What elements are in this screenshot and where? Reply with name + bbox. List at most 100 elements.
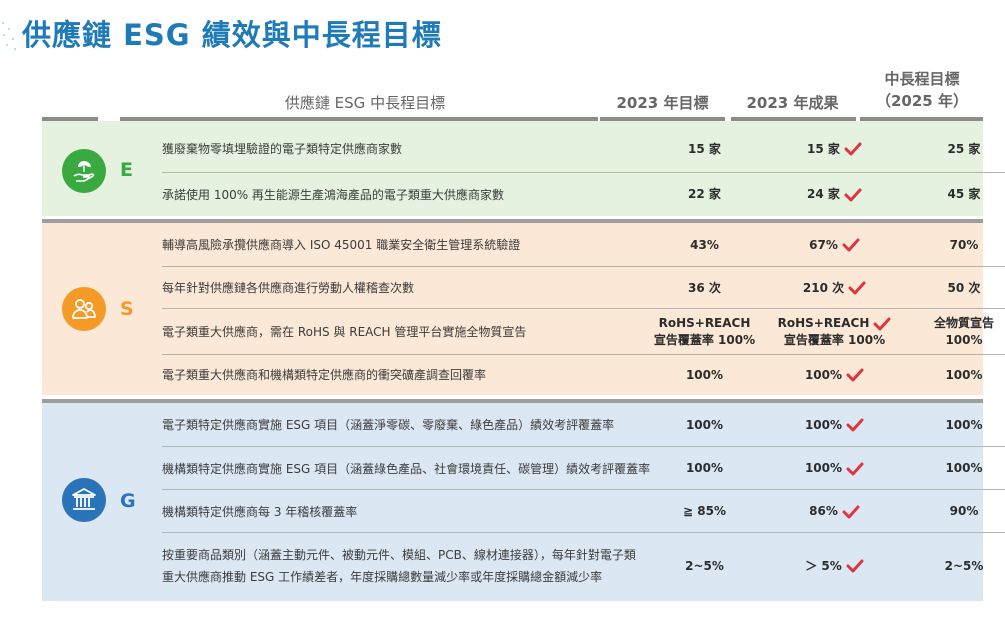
result-2023-text: 210 次	[802, 280, 845, 295]
target-2023-value: 100%	[685, 367, 724, 382]
table-row: 按重要商品類別（涵蓋主動元件、被動元件、模組、PCB、線材連接器），每年針對電子…	[162, 533, 1005, 599]
checkmark-icon	[846, 559, 864, 573]
row-divider	[162, 308, 1005, 309]
goal-text-line1: 按重要商品類別（涵蓋主動元件、被動元件、模組、PCB、線材連接器），每年針對電子…	[162, 548, 636, 562]
section-divider	[42, 399, 983, 403]
section-environment: E 獲廢棄物零填埋驗證的電子類特定供應商家數 15 家 15 家 25 家 承諾…	[42, 121, 1005, 216]
table-row: 輔導高風險承攬供應商導入 ISO 45001 職業安全衛生管理系統驗證 43% …	[162, 223, 1005, 267]
people-icon	[62, 287, 106, 331]
target-2023-line1: RoHS+REACH	[658, 316, 751, 330]
result-2023-value: ＞ 5%	[772, 558, 897, 575]
goal-text: 輔導高風險承攬供應商導入 ISO 45001 職業安全衛生管理系統驗證	[162, 238, 521, 252]
result-2023-text: 100%	[804, 417, 843, 432]
page-title: 供應鏈 ESG 績效與中長程目標	[22, 18, 442, 52]
target-2025-value: 100%	[945, 417, 983, 432]
target-2023-value: ≧ 85%	[683, 504, 726, 518]
target-2023-line2: 宣告覆蓋率 100%	[653, 333, 756, 347]
result-2023-text: 100%	[804, 367, 843, 382]
section-governance: G 電子類特定供應商實施 ESG 項目（涵蓋淨零碳、零廢棄、綠色產品）績效考評覆…	[42, 399, 1005, 601]
table-row: 電子類重大供應商，需在 RoHS 與 REACH 管理平台實施全物質宣告 RoH…	[162, 309, 1005, 355]
target-2025-value: 90%	[949, 504, 979, 518]
table-row: 機構類特定供應商實施 ESG 項目（涵蓋綠色產品、社會環境責任、碳管理）績效考評…	[162, 447, 1005, 490]
row-divider	[162, 266, 1005, 267]
header-rule	[860, 117, 983, 121]
header-target-2025-line1: 中長程目標	[884, 70, 960, 88]
header-rule	[42, 117, 98, 121]
bank-building-icon	[62, 478, 106, 522]
row-divider	[162, 489, 1005, 490]
result-2023-text: 100%	[804, 461, 843, 475]
result-2023-text: 15 家	[807, 141, 840, 156]
goal-text: 機構類特定供應商實施 ESG 項目（涵蓋綠色產品、社會環境責任、碳管理）績效考評…	[162, 461, 651, 476]
checkmark-icon	[842, 238, 860, 252]
result-2023-value: 86%	[772, 503, 897, 520]
result-2023-text: ＞ 5%	[805, 558, 842, 573]
result-2023-text: 86%	[809, 504, 838, 518]
header-rule	[120, 117, 598, 121]
goal-text: 每年針對供應鏈各供應商進行勞動人權稽查次數	[162, 281, 415, 295]
checkmark-icon	[846, 368, 864, 382]
result-2023-value: 24 家	[772, 186, 897, 203]
header-goal: 供應鏈 ESG 中長程目標	[284, 94, 446, 112]
target-2023-value: 43%	[690, 237, 719, 252]
target-2025-value: 全物質宣告 100%	[902, 315, 1005, 349]
checkmark-icon	[846, 462, 864, 476]
checkmark-icon	[848, 281, 866, 295]
target-2025-line2: 100%	[945, 333, 983, 347]
row-divider	[162, 532, 1005, 533]
result-2023-value: RoHS+REACH 宣告覆蓋率 100%	[772, 315, 897, 349]
checkmark-icon	[842, 505, 860, 519]
row-divider	[162, 172, 1005, 173]
header-target-2025-line2: （2025 年）	[876, 92, 968, 110]
goal-text: 承諾使用 100% 再生能源生產鴻海產品的電子類重大供應商家數	[162, 187, 504, 202]
checkmark-icon	[846, 418, 864, 432]
decorative-dots	[0, 18, 30, 58]
section-divider	[42, 219, 983, 223]
goal-text: 按重要商品類別（涵蓋主動元件、被動元件、模組、PCB、線材連接器），每年針對電子…	[162, 544, 672, 588]
section-letter: E	[120, 159, 133, 181]
row-divider	[162, 446, 1005, 447]
result-2023-value: 15 家	[772, 141, 897, 158]
checkmark-icon	[873, 317, 891, 331]
header-rule	[731, 117, 856, 121]
result-2023-line1: RoHS+REACH	[777, 316, 870, 330]
target-2023-value: 2~5%	[685, 558, 724, 573]
hand-leaf-icon	[62, 149, 106, 193]
goal-text: 電子類重大供應商和機構類特定供應商的衝突礦產調查回覆率	[162, 368, 487, 382]
target-2023-value: RoHS+REACH 宣告覆蓋率 100%	[642, 315, 767, 349]
header-target-2023: 2023 年目標	[616, 94, 709, 112]
target-2023-value: 15 家	[688, 141, 721, 156]
goal-text: 電子類重大供應商，需在 RoHS 與 REACH 管理平台實施全物質宣告	[162, 325, 527, 339]
result-2023-value: 67%	[772, 237, 897, 254]
target-2025-value: 100%	[945, 367, 983, 382]
target-2025-value: 25 家	[947, 141, 981, 156]
target-2023-value: 36 次	[688, 280, 721, 295]
goal-text: 機構類特定供應商每 3 年稽核覆蓋率	[162, 504, 358, 519]
target-2023-value: 22 家	[688, 187, 721, 201]
target-2023-value: 100%	[685, 461, 724, 475]
result-2023-value: 100%	[772, 460, 897, 477]
target-2025-value: 50 次	[947, 280, 981, 295]
checkmark-icon	[844, 188, 862, 202]
table-row: 電子類特定供應商實施 ESG 項目（涵蓋淨零碳、零廢棄、綠色產品）績效考評覆蓋率…	[162, 403, 1005, 447]
header-rule	[600, 117, 725, 121]
section-social: S 輔導高風險承攬供應商導入 ISO 45001 職業安全衛生管理系統驗證 43…	[42, 219, 1005, 395]
result-2023-line2: 宣告覆蓋率 100%	[783, 333, 886, 347]
target-2023-value: 100%	[685, 417, 724, 432]
header-result-2023: 2023 年成果	[746, 94, 839, 112]
row-divider	[162, 354, 1005, 355]
result-2023-value: 100%	[772, 417, 897, 434]
table-row: 機構類特定供應商每 3 年稽核覆蓋率 ≧ 85% 86% 90%	[162, 490, 1005, 533]
checkmark-icon	[844, 142, 862, 156]
goal-text: 電子類特定供應商實施 ESG 項目（涵蓋淨零碳、零廢棄、綠色產品）績效考評覆蓋率	[162, 418, 615, 432]
header-target-2025: 中長程目標 （2025 年）	[860, 68, 984, 112]
section-letter: G	[120, 490, 136, 512]
target-2025-value: 2~5%	[944, 558, 984, 573]
table-row: 每年針對供應鏈各供應商進行勞動人權稽查次數 36 次 210 次 50 次	[162, 267, 1005, 309]
table-row: 電子類重大供應商和機構類特定供應商的衝突礦產調查回覆率 100% 100% 10…	[162, 355, 1005, 395]
goal-text: 獲廢棄物零填埋驗證的電子類特定供應商家數	[162, 142, 403, 156]
target-2025-value: 100%	[945, 461, 983, 475]
target-2025-value: 70%	[949, 237, 979, 252]
target-2025-value: 45 家	[947, 187, 981, 201]
result-2023-text: 67%	[809, 237, 838, 252]
